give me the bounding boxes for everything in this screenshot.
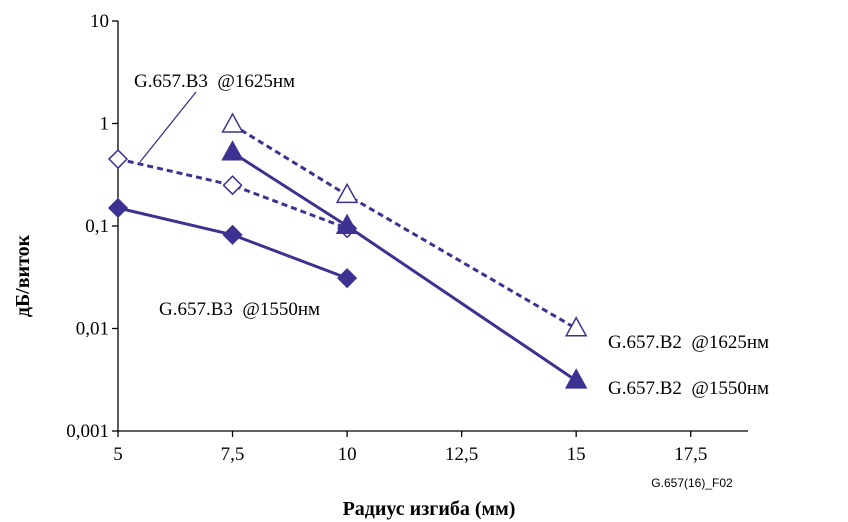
data-point-diamond — [337, 268, 358, 289]
series-4 — [221, 140, 588, 389]
series-2 — [107, 197, 358, 289]
data-point-triangle — [564, 316, 588, 337]
x-tick-label: 15 — [567, 444, 586, 465]
series-line — [231, 151, 578, 382]
figure-id: G.657(16)_F02 — [651, 476, 733, 490]
series-1 — [107, 148, 358, 239]
data-point-triangle — [221, 112, 244, 133]
series-line — [231, 123, 577, 330]
series-label-b3-1625: G.657.B3 @1625нм — [134, 71, 295, 92]
data-point-triangle — [335, 213, 359, 234]
x-tick-label: 7,5 — [221, 444, 245, 465]
y-axis-title: дБ/виток — [12, 234, 34, 317]
series-label-b2-1550: G.657.B2 @1550нм — [608, 378, 769, 399]
x-tick-label: 10 — [338, 444, 357, 465]
y-tick-label: 0,001 — [66, 421, 109, 442]
data-point-triangle — [221, 140, 244, 161]
x-tick-label: 17,5 — [674, 444, 707, 465]
x-tick-label: 5 — [113, 444, 123, 465]
data-point-diamond — [107, 148, 129, 170]
x-axis-title: Радиус изгиба (мм) — [343, 498, 516, 520]
data-point-triangle — [564, 368, 588, 389]
y-tick-label: 1 — [100, 114, 110, 135]
y-tick-label: 0,1 — [85, 216, 109, 237]
data-point-diamond — [107, 197, 129, 219]
y-tick-label: 10 — [90, 11, 109, 32]
data-point-diamond — [222, 175, 243, 196]
axes: 0,001 0,01 0,1 1 10 5 7,5 10 12,5 15 17,5 — [66, 11, 748, 465]
x-tick-label: 12,5 — [445, 444, 478, 465]
series-3 — [221, 112, 588, 337]
labels-layer: G.657.B3 @1625нм G.657.B3 @1550нм G.657.… — [12, 71, 769, 520]
data-point-triangle — [335, 182, 359, 204]
series-layer — [107, 112, 588, 389]
b3-1625-leader-line — [139, 91, 197, 163]
series-label-b3-1550: G.657.B3 @1550нм — [159, 299, 320, 320]
y-tick-label: 0,01 — [76, 319, 109, 340]
data-point-diamond — [222, 224, 243, 245]
series-label-b2-1625: G.657.B2 @1625нм — [608, 332, 769, 353]
